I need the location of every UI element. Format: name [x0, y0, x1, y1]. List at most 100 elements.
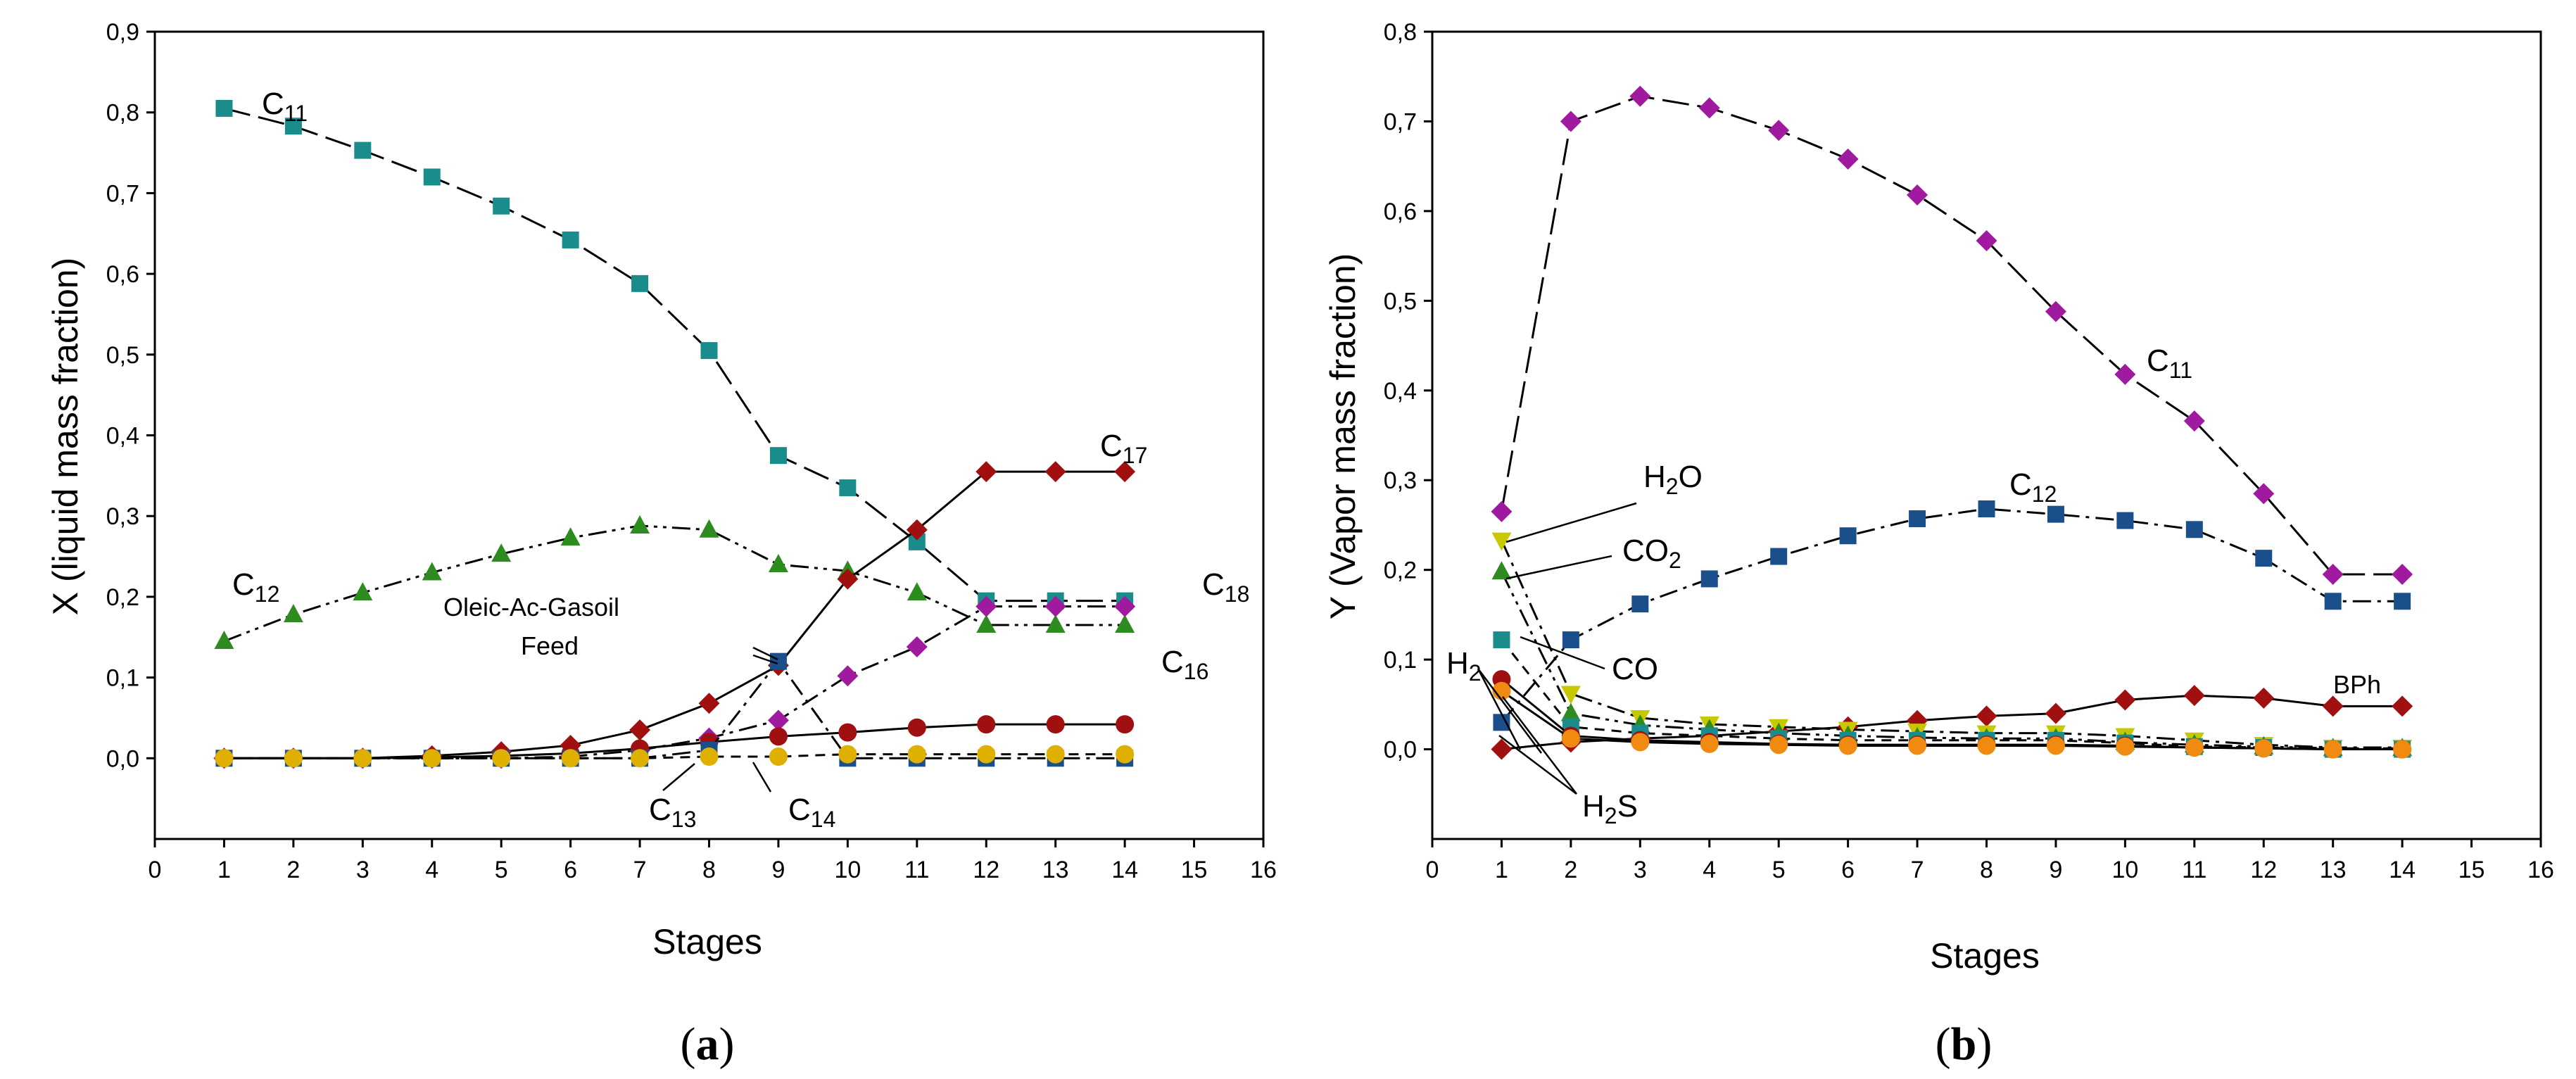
b-point-h2s	[1769, 736, 1788, 755]
b-point-c12	[2255, 550, 2273, 567]
a-point-c12	[283, 604, 303, 623]
a-point-c11	[562, 231, 579, 248]
a-point-c18	[976, 595, 997, 617]
a-point-c11	[631, 275, 649, 292]
panel-a-label: (a)	[681, 1018, 735, 1070]
a-x-tick-label: 11	[904, 857, 929, 883]
b-point-h2s	[1838, 736, 1857, 755]
b-x-tick-label: 13	[2320, 857, 2347, 883]
label-a-c11: C11	[262, 87, 308, 126]
b-y-tick-label: 0,1	[1384, 647, 1417, 674]
a-point-c17	[698, 693, 720, 714]
label-b-co: CO	[1612, 652, 1658, 686]
a-point-c14	[215, 749, 234, 768]
panel-b-x-axis-label: Stages	[1930, 936, 2040, 976]
b-point-bph	[2114, 689, 2136, 711]
a-y-tick-label: 0,2	[106, 584, 139, 611]
a-x-tick-label: 4	[425, 857, 438, 883]
b-point-c11	[1907, 184, 1928, 206]
a-point-c16	[769, 727, 788, 746]
panel-a-liquid-chart: 0 1 2 3 4 5 6 7 8 9 10 11 12 13 14 15 160,00,10,20,30,40…	[46, 19, 1277, 1070]
a-point-c14	[492, 749, 511, 768]
b-point-c11	[1698, 97, 1720, 119]
b-point-bph	[2253, 687, 2275, 709]
b-point-c11	[2114, 363, 2136, 385]
a-y-tick-label: 0,8	[106, 100, 139, 127]
b-x-tick-label: 12	[2250, 857, 2277, 883]
a-x-tick-label: 1	[217, 857, 231, 883]
a-point-c12	[353, 582, 373, 601]
b-point-h2s	[2116, 737, 2135, 756]
label-a-c12: C12	[232, 567, 279, 607]
h2-leader-line-2	[1477, 668, 1542, 754]
label-a-c18: C18	[1202, 567, 1249, 607]
b-point-c12	[1562, 631, 1579, 649]
feed-leader-line-2	[752, 654, 778, 665]
a-point-c11	[423, 168, 441, 186]
a-x-tick-label: 7	[633, 857, 647, 883]
b-point-c12	[2185, 521, 2203, 538]
b-x-tick-label: 8	[1980, 857, 1993, 883]
a-point-c12	[976, 614, 997, 633]
a-point-c11	[354, 141, 372, 159]
a-series-line-c13	[224, 660, 1125, 759]
h2o-leader-line	[1505, 502, 1637, 543]
a-point-c14	[977, 745, 996, 764]
b-series-line-c12	[1501, 507, 2403, 724]
a-y-tick-label: 0,0	[106, 745, 139, 772]
b-point-c11	[1976, 229, 1997, 251]
b-x-tick-label: 3	[1634, 857, 1647, 883]
b-point-h2o	[1491, 532, 1512, 551]
a-x-tick-label: 8	[702, 857, 716, 883]
a-series-line-c17	[224, 470, 1125, 759]
a-point-c14	[631, 749, 650, 768]
b-point-co	[1493, 631, 1510, 649]
b-series-line-co	[1501, 639, 2403, 751]
b-point-h2s	[2254, 739, 2273, 758]
label-a-c13: C13	[649, 793, 696, 832]
a-x-tick-label: 10	[834, 857, 861, 883]
b-point-c11	[2045, 301, 2066, 322]
a-point-c11	[700, 342, 718, 360]
b-y-tick-label: 0,5	[1384, 288, 1417, 315]
label-a-c17: C17	[1100, 429, 1147, 468]
b-y-tick-label: 0,6	[1384, 198, 1417, 225]
label-b-bph: BPh	[2333, 670, 2381, 699]
label-b-h2: H2	[1446, 646, 1482, 686]
panel-b-label: (b)	[1936, 1018, 1993, 1070]
b-point-c12	[1839, 527, 1857, 545]
panel-b-leader-lines	[1477, 502, 1637, 795]
a-point-c12	[214, 630, 234, 649]
b-series-line-co2	[1501, 571, 2403, 750]
a-series-line-c12	[223, 524, 1125, 643]
b-point-h2s	[1700, 734, 1719, 753]
label-a-c16: C16	[1161, 645, 1208, 684]
a-point-c17	[1114, 461, 1136, 483]
b-x-tick-label: 6	[1841, 857, 1855, 883]
h2s-leader-line-1	[1502, 696, 1577, 795]
b-point-c12	[1978, 500, 1995, 518]
b-point-h2s	[1977, 736, 1996, 755]
label-b-h2s: H2S	[1582, 789, 1638, 828]
a-point-c18	[1044, 595, 1066, 617]
a-point-c12	[491, 543, 512, 562]
panel-b-y-axis-label: Y (Vapor mass fraction)	[1323, 253, 1363, 620]
b-point-c12	[1770, 548, 1788, 565]
a-point-c14	[1046, 745, 1065, 764]
a-x-tick-label: 14	[1111, 857, 1138, 883]
b-x-tick-label: 4	[1703, 857, 1716, 883]
label-a-feed-title: Oleic-Ac-Gasoil	[443, 593, 619, 621]
label-a-c14: C14	[788, 793, 835, 832]
b-point-h2o	[1560, 686, 1581, 705]
a-x-tick-label: 12	[973, 857, 999, 883]
b-point-c11	[2392, 564, 2413, 586]
a-point-c11	[284, 118, 302, 135]
b-point-c11	[2253, 483, 2275, 505]
b-point-bph	[2045, 702, 2066, 724]
a-y-tick-label: 0,5	[106, 342, 139, 369]
a-series-line-c14	[224, 753, 1125, 759]
c13-leader-line	[662, 763, 695, 791]
b-point-c12	[1493, 714, 1510, 731]
b-y-tick-label: 0,0	[1384, 737, 1417, 764]
